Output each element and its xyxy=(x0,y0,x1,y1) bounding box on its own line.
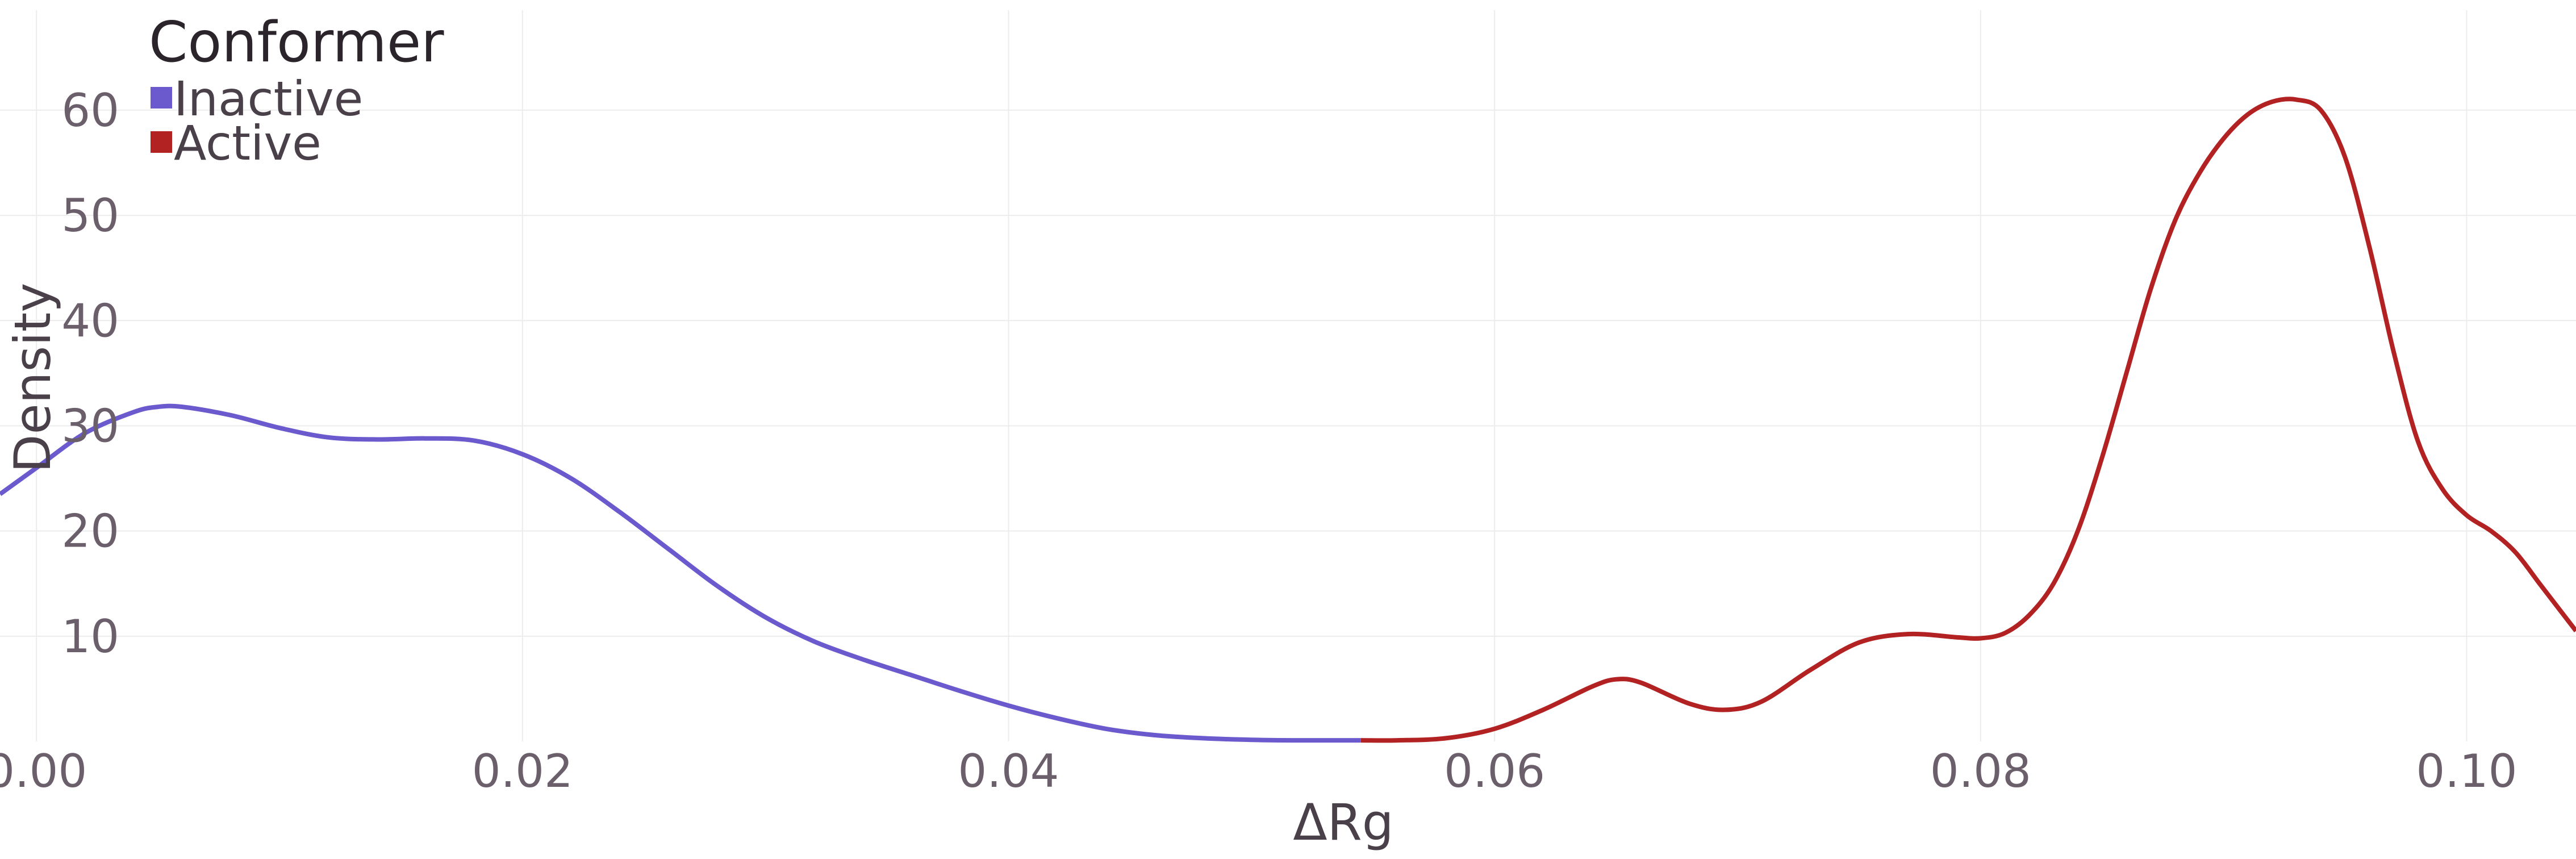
x-tick-label: 0.08 xyxy=(1930,745,2031,798)
y-tick-label: 40 xyxy=(61,294,119,347)
grid-lines xyxy=(0,10,2576,741)
x-tick-label: 0.04 xyxy=(958,745,1059,798)
x-axis-title: ΔRg xyxy=(1293,793,1393,852)
x-tick-label: 0.10 xyxy=(2416,745,2517,798)
x-tick-label: 0.02 xyxy=(472,745,573,798)
active-legend-swatch xyxy=(151,131,172,153)
series-lines xyxy=(0,97,2576,743)
inactive-legend-label: Inactive xyxy=(174,71,363,127)
active-legend-label: Active xyxy=(174,115,322,171)
x-axis-ticks: 0.00 0.02 0.04 0.06 0.08 0.10 xyxy=(0,745,2517,798)
x-tick-label: 0.06 xyxy=(1444,745,1545,798)
legend-title: Conformer xyxy=(149,10,444,75)
y-tick-label: 60 xyxy=(61,84,119,137)
y-tick-label: 10 xyxy=(61,610,119,663)
inactive-legend-swatch xyxy=(151,87,172,109)
y-tick-label: 20 xyxy=(61,505,119,558)
x-tick-label: 0.00 xyxy=(0,745,87,798)
y-axis-ticks: 10 20 30 40 50 60 xyxy=(61,84,119,663)
inactive-density-line xyxy=(0,403,1361,743)
y-tick-label: 50 xyxy=(61,189,119,242)
active-density-line xyxy=(1360,97,2576,743)
y-tick-label: 30 xyxy=(61,399,119,452)
y-axis-title: Density xyxy=(3,283,62,473)
